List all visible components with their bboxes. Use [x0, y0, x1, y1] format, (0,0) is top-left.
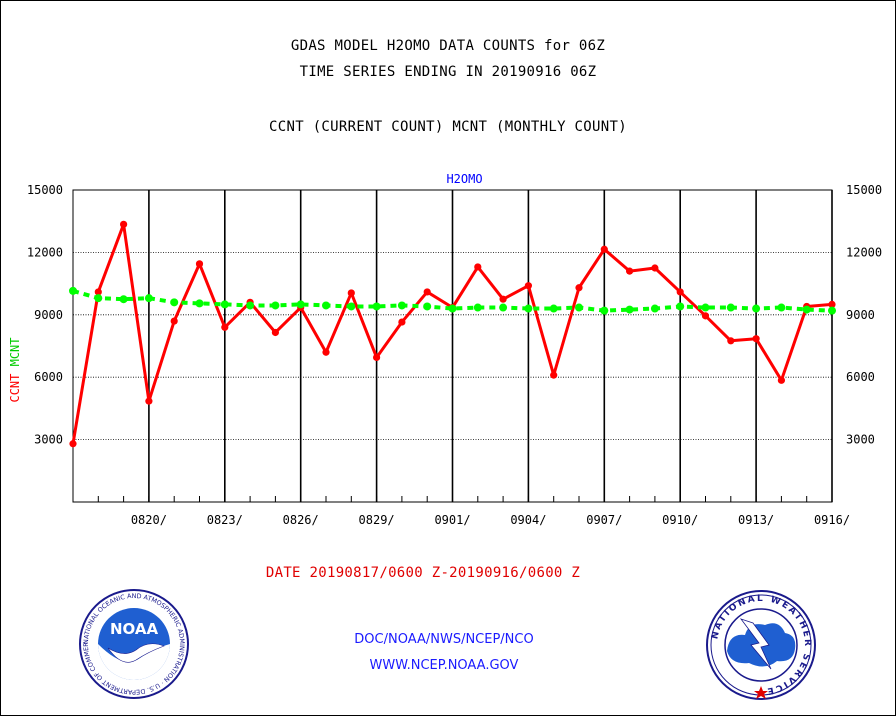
data-point-ccnt	[474, 263, 482, 271]
data-point-mcnt	[220, 300, 229, 309]
data-point-mcnt	[94, 294, 103, 303]
data-point-ccnt	[373, 353, 381, 362]
y-tick-label-right: 12000	[846, 245, 882, 259]
y-tick-label-left: 15000	[27, 183, 63, 197]
footer-url-link[interactable]: WWW.NCEP.NOAA.GOV	[369, 658, 519, 673]
data-point-ccnt	[398, 318, 406, 326]
chart-title-line-1: GDAS MODEL H2OMO DATA COUNTS for 06Z	[290, 38, 606, 54]
y-tick-label-right: 15000	[846, 183, 882, 197]
data-point-mcnt	[752, 304, 761, 313]
y-axis-label-mcnt: MCNT	[8, 337, 22, 366]
data-point-mcnt	[423, 302, 432, 311]
data-point-mcnt	[575, 303, 583, 312]
y-axis-label-left: CCNT MCNT	[8, 337, 22, 402]
y-tick-label-right: 3000	[846, 433, 875, 447]
x-tick-label: 0913/	[738, 513, 774, 527]
chart-title-line-3: CCNT (CURRENT COUNT) MCNT (MONTHLY COUNT…	[269, 119, 627, 135]
x-tick-label: 0916/	[814, 513, 850, 527]
data-point-ccnt	[550, 371, 558, 379]
data-point-mcnt	[246, 301, 255, 310]
data-point-mcnt	[524, 304, 533, 313]
y-tick-label-left: 9000	[34, 308, 63, 322]
y-tick-label-right: 6000	[846, 370, 875, 384]
data-point-ccnt	[676, 288, 684, 296]
chart-title-line-2: TIME SERIES ENDING IN 20190916 06Z	[299, 64, 597, 80]
data-point-mcnt	[828, 306, 836, 315]
x-tick-label: 0904/	[510, 513, 546, 527]
data-point-mcnt	[372, 302, 381, 311]
data-point-mcnt	[777, 303, 786, 312]
data-point-ccnt	[575, 284, 583, 292]
data-point-mcnt	[549, 304, 558, 313]
x-tick-label: 0820/	[131, 513, 167, 527]
data-point-mcnt	[499, 303, 508, 312]
data-point-mcnt	[322, 301, 330, 310]
x-tick-label: 0829/	[359, 513, 395, 527]
data-point-mcnt	[69, 286, 77, 295]
data-point-mcnt	[170, 298, 179, 307]
data-point-ccnt	[727, 337, 735, 345]
data-point-ccnt	[828, 300, 836, 308]
data-point-ccnt	[195, 260, 204, 268]
data-point-ccnt	[777, 376, 786, 384]
data-point-mcnt	[726, 303, 735, 312]
data-point-mcnt	[600, 306, 609, 315]
nws-logo: NATIONAL WEATHER SERVICE	[706, 590, 816, 700]
x-tick-label: 0910/	[662, 513, 698, 527]
data-point-mcnt	[701, 303, 710, 312]
data-point-ccnt	[701, 312, 710, 320]
data-point-ccnt	[651, 264, 659, 272]
data-point-ccnt	[626, 267, 634, 275]
x-tick-label: 0826/	[283, 513, 319, 527]
data-point-mcnt	[347, 302, 356, 311]
data-point-ccnt	[524, 282, 533, 290]
data-point-mcnt	[195, 299, 204, 308]
data-point-mcnt	[119, 295, 128, 304]
data-point-mcnt	[271, 301, 280, 310]
data-point-ccnt	[94, 288, 102, 296]
data-point-mcnt	[296, 300, 305, 309]
data-point-mcnt	[625, 305, 634, 314]
data-point-mcnt	[676, 302, 685, 311]
data-point-mcnt	[448, 304, 457, 313]
data-point-mcnt	[397, 301, 406, 310]
data-point-ccnt	[145, 397, 153, 405]
chart-plot-title: H2OMO	[446, 172, 482, 186]
data-point-ccnt	[271, 328, 279, 337]
data-point-ccnt	[221, 323, 229, 331]
x-tick-label: 0823/	[207, 513, 243, 527]
date-range-label: DATE 20190817/0600 Z-20190916/0600 Z	[265, 565, 581, 581]
data-point-ccnt	[423, 288, 431, 296]
data-point-mcnt	[802, 305, 811, 314]
data-point-ccnt	[170, 317, 178, 325]
noaa-logo: NATIONAL OCEANIC AND ATMOSPHERIC ADMINIS…	[78, 588, 189, 699]
data-point-ccnt	[322, 348, 330, 356]
data-point-ccnt	[600, 245, 608, 253]
y-tick-label-left: 12000	[27, 245, 63, 259]
y-tick-label-left: 6000	[34, 370, 63, 384]
y-tick-label-right: 9000	[846, 308, 875, 322]
data-point-ccnt	[69, 440, 77, 448]
data-point-mcnt	[473, 303, 482, 312]
svg-text:NOAA: NOAA	[110, 620, 159, 638]
data-point-mcnt	[650, 304, 659, 313]
x-tick-label: 0901/	[434, 513, 470, 527]
x-tick-label: 0907/	[586, 513, 622, 527]
data-point-ccnt	[347, 289, 355, 297]
footer-org-text: DOC/NOAA/NWS/NCEP/NCO	[354, 632, 534, 647]
data-point-mcnt	[144, 294, 153, 303]
y-tick-label-left: 3000	[34, 433, 63, 447]
data-point-ccnt	[499, 295, 507, 303]
data-point-ccnt	[752, 335, 760, 343]
y-axis-label-ccnt: CCNT	[8, 366, 22, 402]
data-point-ccnt	[120, 220, 128, 228]
